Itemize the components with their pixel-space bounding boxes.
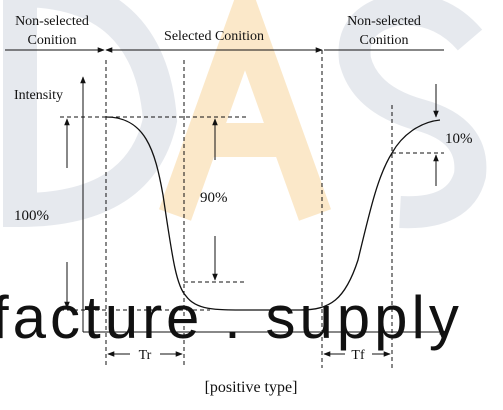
watermark-letter-s: [338, 0, 487, 229]
label-non-selected-right-1: Non-selected: [347, 14, 421, 29]
label-100-percent: 100%: [14, 208, 49, 224]
label-selected: Selected Conition: [164, 29, 264, 44]
watermark: facture . supply: [0, 0, 487, 351]
label-tf: Tf: [351, 348, 365, 363]
y-axis-label: Intensity: [14, 88, 63, 103]
label-tr: Tr: [139, 348, 152, 363]
watermark-text: facture . supply: [0, 284, 463, 351]
label-non-selected-left-1: Non-selected: [15, 14, 89, 29]
intensity-curve: [105, 116, 441, 311]
watermark-letter-d: [3, 0, 178, 228]
watermark-letter-a: [158, 0, 332, 221]
label-non-selected-right-2: Conition: [359, 33, 408, 48]
caption: [positive type]: [205, 379, 298, 396]
label-non-selected-left-2: Conition: [27, 33, 76, 48]
label-90-percent: 90%: [200, 190, 228, 206]
label-10-percent: 10%: [445, 131, 473, 147]
